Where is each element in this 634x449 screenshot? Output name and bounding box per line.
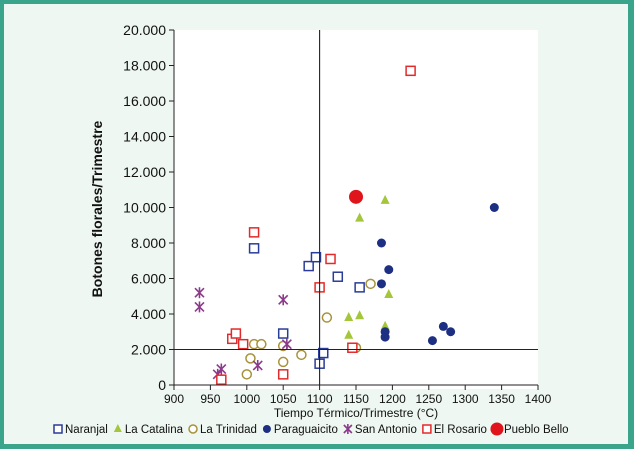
y-tick-label: 4.000 [131,306,166,322]
legend-marker-el-rosario [422,424,432,434]
y-axis-label: Botones florales/Trimestre [89,120,105,297]
point-el-rosario-8 [325,253,336,265]
legend-label-la-trinidad: La Trinidad [200,424,257,436]
point-san-antonio-1 [194,287,205,299]
legend-item-la-trinidad: La Trinidad [188,424,257,436]
point-paraguaicito-4 [380,327,390,337]
point-el-rosario-10 [405,65,416,77]
y-tick-label: 20.000 [123,22,166,38]
x-tick-label: 900 [164,392,184,406]
point-san-antonio-7 [281,338,292,350]
legend-label-naranjal: Naranjal [65,424,108,436]
legend-marker-la-trinidad [188,424,198,434]
y-tick-label: 18.000 [123,58,166,74]
y-tick-label: 6.000 [131,271,166,287]
point-la-catalina-2 [344,329,354,339]
point-la-catalina-4 [355,212,365,222]
point-pueblo-bello-1 [349,189,363,204]
point-naranjal-2 [277,328,289,339]
point-la-trinidad-7 [296,349,307,361]
legend-marker-san-antonio [343,424,353,434]
point-naranjal-1 [248,243,260,254]
point-la-catalina-6 [380,320,390,330]
legend-item-paraguaicito: Paraguaicito [262,424,338,436]
x-tick-label: 1100 [307,392,333,406]
axis-ticks: 0 2.000 4.000 6.000 8.000 10.000 12.000 14.000 1… [123,22,551,406]
x-tick-label: 1050 [270,392,297,406]
legend-label-el-rosario: El Rosario [434,424,487,436]
point-la-trinidad-8 [321,312,333,323]
point-naranjal-4 [310,251,322,263]
legend-item-naranjal: Naranjal [53,424,108,436]
point-el-rosario-5 [248,227,260,238]
legend-marker-paraguaicito [262,425,271,433]
legend-item-el-rosario: El Rosario [422,424,487,436]
point-el-rosario-6 [277,369,289,380]
chart-frame: 0 2.000 4.000 6.000 8.000 10.000 12.000 14.000 1… [4,4,628,444]
point-paraguaicito-9 [489,203,499,212]
point-naranjal-6 [317,347,329,359]
x-tick-label: 1400 [525,392,552,406]
legend: Naranjal La Catalina La Trinidad Paraguaici… [53,422,569,436]
x-tick-label: 1200 [379,392,406,406]
point-la-trinidad-1 [241,369,253,380]
legend-label-paraguaicito: Paraguaicito [274,424,338,436]
y-tick-label: 12.000 [123,164,166,180]
legend-item-pueblo-bello: Pueblo Bello [490,422,569,436]
point-san-antonio-5 [252,359,263,371]
point-la-catalina-5 [380,194,390,204]
x-tick-label: 1300 [452,392,479,406]
x-tick-label: 1350 [488,392,515,406]
point-paraguaicito-1 [376,238,386,248]
legend-marker-la-catalina [113,424,122,432]
point-el-rosario-1 [216,374,227,385]
point-naranjal-7 [332,271,344,282]
x-tick-label: 1250 [415,392,442,406]
point-el-rosario-4 [237,338,249,350]
legend-item-la-catalina: La Catalina [113,424,184,436]
point-paraguaicito-7 [438,321,448,331]
y-tick-label: 8.000 [131,235,166,251]
y-tick-label: 16.000 [123,93,166,109]
point-la-trinidad-4 [256,338,267,350]
point-naranjal-8 [354,282,365,293]
legend-marker-naranjal [53,424,63,434]
point-la-trinidad-10 [365,278,376,290]
point-san-antonio-6 [278,294,289,306]
legend-item-san-antonio: San Antonio [343,424,417,436]
legend-label-la-catalina: La Catalina [125,424,184,436]
point-la-catalina-7 [384,288,394,298]
point-san-antonio-4 [216,363,227,375]
y-tick-label: 2.000 [131,342,166,358]
point-la-trinidad-5 [277,356,289,368]
legend-marker-pueblo-bello [490,422,504,436]
point-san-antonio-2 [194,301,205,313]
point-el-rosario-9 [347,342,358,353]
point-paraguaicito-8 [446,327,456,337]
point-paraguaicito-5 [384,265,394,275]
point-paraguaicito-2 [376,279,386,289]
scatter-chart: 0 2.000 4.000 6.000 8.000 10.000 12.000 14.000 1… [53,22,569,436]
x-axis-label: Tiempo Térmico/Trimestre (°C) [274,406,438,420]
x-tick-label: 950 [200,392,220,406]
point-la-catalina-1 [344,312,354,322]
point-la-trinidad-2 [245,353,256,364]
y-tick-label: 14.000 [123,129,166,145]
point-naranjal-3 [303,260,314,272]
y-tick-label: 10.000 [123,200,166,216]
x-tick-label: 1150 [343,392,369,406]
y-tick-label: 0 [158,377,166,393]
reference-lines [174,30,538,385]
data-marks [194,65,499,385]
x-tick-label: 1000 [233,392,260,406]
legend-label-san-antonio: San Antonio [355,424,417,436]
point-paraguaicito-6 [427,336,437,346]
legend-label-pueblo-bello: Pueblo Bello [504,424,569,436]
point-el-rosario-3 [230,328,242,339]
point-la-catalina-3 [355,310,365,320]
